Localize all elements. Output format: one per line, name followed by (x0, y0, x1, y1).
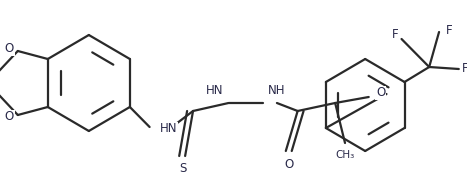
Text: HN: HN (206, 84, 224, 98)
Text: O: O (376, 87, 385, 99)
Text: O: O (5, 43, 14, 56)
Text: HN: HN (159, 122, 177, 136)
Text: F: F (446, 23, 452, 36)
Text: F: F (462, 63, 467, 75)
Text: O: O (5, 111, 14, 123)
Text: O: O (284, 159, 293, 171)
Text: S: S (179, 161, 187, 174)
Text: CH₃: CH₃ (335, 150, 354, 160)
Text: F: F (392, 29, 399, 42)
Text: NH: NH (268, 84, 286, 98)
